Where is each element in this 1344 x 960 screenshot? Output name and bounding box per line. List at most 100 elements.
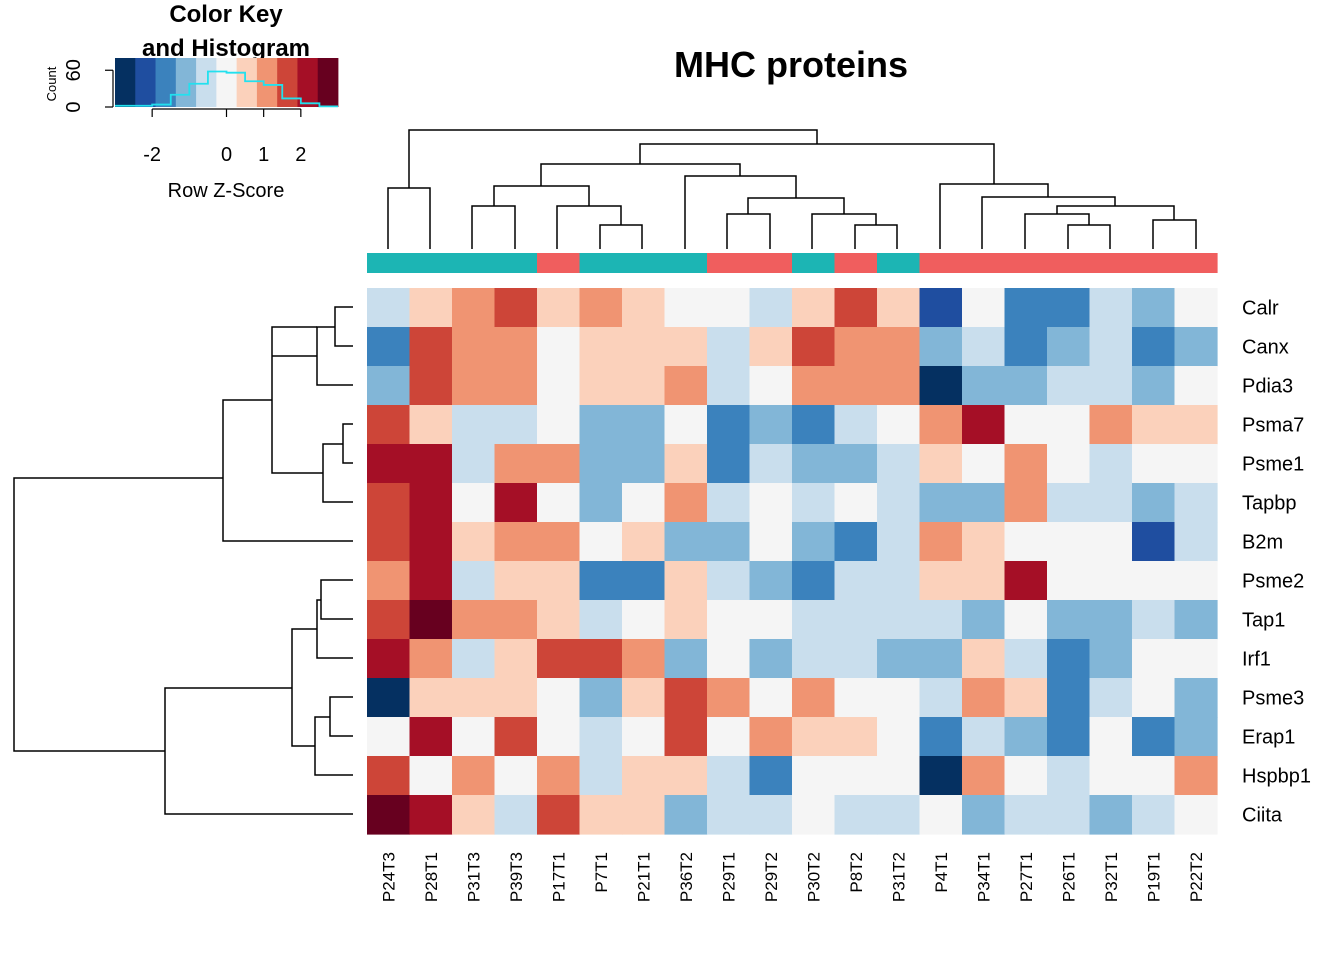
color-key-swatch-7	[256, 58, 278, 107]
heatmap-cell-Psme2-P28T1	[409, 561, 453, 601]
heatmap-cell-Tap1-P34T1	[962, 600, 1006, 640]
column-label-P34T1: P34T1	[974, 852, 993, 902]
heatmap-cell-Psme3-P24T3	[367, 678, 411, 718]
heatmap-cell-Tap1-P17T1	[537, 600, 581, 640]
heatmap-cell-Ciita-P21T1	[622, 795, 666, 835]
heatmap-cell-Tapbp-P8T2	[834, 483, 878, 523]
color-key-swatch-9	[297, 58, 319, 107]
heatmap-cell-Calr-P32T1	[1089, 288, 1133, 328]
side-color-P22T2	[1174, 253, 1218, 273]
heatmap-cell-Ciita-P31T2	[877, 795, 921, 835]
heatmap-cell-Irf1-P17T1	[537, 639, 581, 679]
heatmap-cell-Pdia3-P32T1	[1089, 366, 1133, 406]
heatmap-cell-B2m-P19T1	[1132, 522, 1176, 562]
heatmap-cell-Ciita-P32T1	[1089, 795, 1133, 835]
heatmap-cell-Ciita-P29T1	[707, 795, 751, 835]
heatmap-cell-Psma7-P29T1	[707, 405, 751, 445]
heatmap-cell-Psme3-P8T2	[834, 678, 878, 718]
heatmap-cell-Irf1-P8T2	[834, 639, 878, 679]
column-label-P26T1: P26T1	[1059, 852, 1078, 902]
heatmap-cell-Tap1-P26T1	[1047, 600, 1091, 640]
heatmap-cell-Psme3-P27T1	[1004, 678, 1048, 718]
heatmap-cell-Calr-P19T1	[1132, 288, 1176, 328]
heatmap-cell-B2m-P34T1	[962, 522, 1006, 562]
heatmap-cell-Tap1-P22T2	[1174, 600, 1218, 640]
heatmap-cell-Tap1-P29T1	[707, 600, 751, 640]
heatmap-cell-Psme2-P32T1	[1089, 561, 1133, 601]
heatmap-cell-Irf1-P4T1	[919, 639, 963, 679]
heatmap-cell-Canx-P28T1	[409, 327, 453, 367]
heatmap-cell-Psme2-P8T2	[834, 561, 878, 601]
heatmap-cell-Psme2-P30T2	[792, 561, 836, 601]
heatmap-cell-Psme2-P19T1	[1132, 561, 1176, 601]
heatmap-cell-Pdia3-P22T2	[1174, 366, 1218, 406]
heatmap-cell-Ciita-P36T2	[664, 795, 708, 835]
heatmap-cell-Ciita-P30T2	[792, 795, 836, 835]
heatmap-cell-B2m-P32T1	[1089, 522, 1133, 562]
heatmap-cell-B2m-P4T1	[919, 522, 963, 562]
heatmap-cell-Ciita-P29T2	[749, 795, 793, 835]
heatmap-cell-Calr-P8T2	[834, 288, 878, 328]
heatmap-cell-Irf1-P34T1	[962, 639, 1006, 679]
heatmap-cell-Ciita-P4T1	[919, 795, 963, 835]
side-color-P31T2	[877, 253, 921, 273]
heatmap-cell-Erap1-P29T2	[749, 717, 793, 757]
column-labels: P24T3 P28T1 P31T3 P39T3 P17T1 P7T1 P21T1 P36T2 P…	[379, 852, 1206, 902]
heatmap-cell-Ciita-P39T3	[494, 795, 538, 835]
heatmap-cell-Psme2-P26T1	[1047, 561, 1091, 601]
row-labels: Calr Canx Pdia3 Psma7 Psme1 Tapbp B2m Psme2 Tap1…	[1242, 298, 1311, 827]
heatmap-cell-Canx-P21T1	[622, 327, 666, 367]
heatmap-cell-Erap1-P39T3	[494, 717, 538, 757]
heatmap-cell-Canx-P31T2	[877, 327, 921, 367]
row-label-Psme1: Psme1	[1242, 454, 1304, 476]
heatmap-cell-Tapbp-P26T1	[1047, 483, 1091, 523]
heatmap-cell-Canx-P24T3	[367, 327, 411, 367]
heatmap-cell-B2m-P26T1	[1047, 522, 1091, 562]
heatmap-cell-Psme3-P22T2	[1174, 678, 1218, 718]
heatmap-cell-Pdia3-P26T1	[1047, 366, 1091, 406]
heatmap-cell-Psme3-P36T2	[664, 678, 708, 718]
heatmap-cell-Erap1-P8T2	[834, 717, 878, 757]
color-key-x-tick-label-0: -2	[143, 144, 161, 166]
heatmap-cell-Psma7-P39T3	[494, 405, 538, 445]
heatmap-cell-Psme1-P7T1	[579, 444, 623, 484]
heatmap-cell-Irf1-P39T3	[494, 639, 538, 679]
heatmap-cell-Calr-P7T1	[579, 288, 623, 328]
heatmap-cell-Pdia3-P29T2	[749, 366, 793, 406]
column-label-P30T2: P30T2	[804, 852, 823, 902]
column-dendrogram	[387, 129, 1197, 249]
heatmap-cell-Psme1-P28T1	[409, 444, 453, 484]
color-key-y-tick-label-1: 60	[63, 59, 85, 81]
column-label-P24T3: P24T3	[379, 852, 398, 902]
heatmap-cell-Canx-P17T1	[537, 327, 581, 367]
heatmap-cell-Ciita-P34T1	[962, 795, 1006, 835]
row-label-Psme2: Psme2	[1242, 571, 1304, 593]
heatmap-cell-Irf1-P27T1	[1004, 639, 1048, 679]
side-color-P36T2	[664, 253, 708, 273]
heatmap-cell-Psme2-P34T1	[962, 561, 1006, 601]
heatmap-cell-Calr-P26T1	[1047, 288, 1091, 328]
heatmap-cell-Hspbp1-P31T3	[452, 756, 496, 796]
column-label-P19T1: P19T1	[1144, 852, 1163, 902]
heatmap-cell-Psma7-P17T1	[537, 405, 581, 445]
heatmap-cell-Psme3-P34T1	[962, 678, 1006, 718]
heatmap-cell-Psme1-P34T1	[962, 444, 1006, 484]
column-label-P29T1: P29T1	[719, 852, 738, 902]
row-label-Hspbp1: Hspbp1	[1242, 766, 1311, 788]
heatmap-cell-Tapbp-P34T1	[962, 483, 1006, 523]
color-key-swatch-2	[155, 58, 177, 107]
heatmap-cell-B2m-P28T1	[409, 522, 453, 562]
color-key-swatch-6	[236, 58, 258, 107]
heatmap-cell-Irf1-P30T2	[792, 639, 836, 679]
column-label-P8T2: P8T2	[847, 852, 866, 893]
heatmap-cell-Psme2-P31T2	[877, 561, 921, 601]
heatmap-cell-Tap1-P36T2	[664, 600, 708, 640]
heatmap-cell-Erap1-P28T1	[409, 717, 453, 757]
side-color-P34T1	[962, 253, 1006, 273]
heatmap-cell-Pdia3-P31T3	[452, 366, 496, 406]
heatmap-cell-Psme3-P32T1	[1089, 678, 1133, 718]
heatmap-cell-Pdia3-P27T1	[1004, 366, 1048, 406]
heatmap-cell-Hspbp1-P31T2	[877, 756, 921, 796]
chart-title: MHC proteins	[674, 44, 908, 85]
